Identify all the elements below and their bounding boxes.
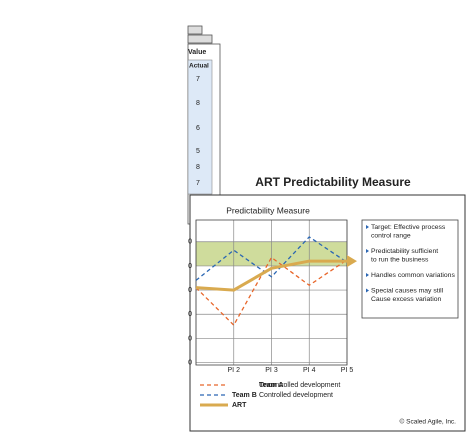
- legend-label: Team A: [259, 382, 284, 389]
- table-header: Value: [188, 49, 206, 56]
- legend-label: Team B: [232, 392, 257, 399]
- series-line: [195, 259, 347, 292]
- x-tick-label: PI 2: [228, 367, 241, 374]
- y-tick-label: 0: [188, 239, 192, 246]
- series-line: [195, 236, 348, 281]
- note-bullet: [366, 225, 369, 229]
- note-text: Predictability sufficient to run the busi…: [371, 248, 438, 264]
- note-text: Handles common variations: [371, 272, 455, 279]
- y-tick-label: 0: [188, 311, 192, 318]
- note-bullet: [366, 273, 369, 277]
- chart-title: ART Predictability Measure: [255, 175, 411, 189]
- note-text: Special causes may still Cause excess var…: [371, 287, 444, 303]
- x-tick-label: PI 3: [265, 367, 278, 374]
- table-value: 8: [196, 100, 200, 107]
- chart-subtitle: Predictability Measure: [226, 205, 310, 215]
- table-value: 7: [196, 76, 200, 83]
- series-arrow: [347, 255, 357, 268]
- y-tick-label: 0: [188, 335, 192, 342]
- value-column: [187, 59, 213, 195]
- tab: [187, 25, 203, 35]
- table-value: 5: [196, 148, 200, 155]
- legend-description: Uncontrolled development: [259, 382, 340, 389]
- table-value: 7: [196, 180, 200, 187]
- y-tick-label: 0: [188, 359, 192, 366]
- legend-description: Controlled development: [259, 392, 333, 399]
- notes-box: [361, 219, 459, 319]
- column-header: Actual: [189, 63, 209, 70]
- table-value: 6: [196, 125, 200, 132]
- plot-border: [195, 219, 348, 366]
- y-tick-label: 0: [188, 263, 192, 270]
- note-bullet: [366, 288, 369, 293]
- note-bullet: [366, 249, 369, 253]
- tab: [187, 34, 213, 44]
- x-tick-label: PI 5: [341, 367, 354, 374]
- note-text: Target: Effective process control range: [371, 224, 446, 240]
- x-tick-label: PI 4: [303, 367, 316, 374]
- table-value: 8: [196, 164, 200, 171]
- legend-label: ART: [232, 402, 247, 409]
- series-line: [195, 256, 348, 327]
- y-tick-label: 0: [188, 287, 192, 294]
- copyright: © Scaled Agile, Inc.: [400, 418, 457, 426]
